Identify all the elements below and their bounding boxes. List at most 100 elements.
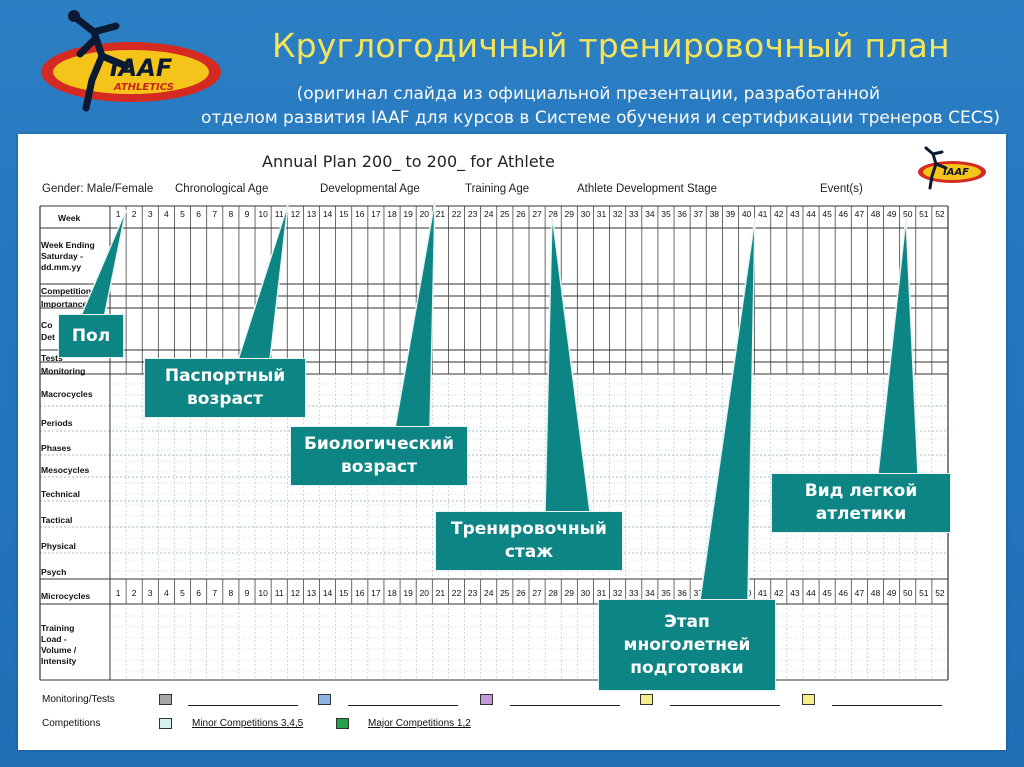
week-number: 17 <box>371 209 381 219</box>
microcycle-number: 31 <box>597 588 607 598</box>
row-label-psych: Psych <box>41 567 67 577</box>
meta-gender: Gender: Male/Female <box>42 183 154 195</box>
week-number: 13 <box>307 209 317 219</box>
row-label-tactical: Tactical <box>41 515 73 525</box>
microcycle-number: 11 <box>275 588 284 598</box>
legend-line <box>188 705 298 706</box>
meta-chrono-age: Chronological Age <box>175 183 269 195</box>
slide-title: Круглогодичный тренировочный план <box>272 26 950 65</box>
svg-text:IAAF: IAAF <box>943 167 969 178</box>
week-number: 49 <box>887 209 897 219</box>
microcycle-number: 20 <box>420 588 430 598</box>
legend-swatch-grey <box>159 694 172 705</box>
week-number: 2 <box>132 209 137 219</box>
week-number: 8 <box>228 209 233 219</box>
week-number: 43 <box>790 209 800 219</box>
row-label-week: Week <box>58 213 81 223</box>
meta-stage: Athlete Development Stage <box>577 183 718 195</box>
logo-text-main: IAAF <box>110 54 173 82</box>
week-number: 47 <box>855 209 865 219</box>
microcycle-number: 49 <box>887 588 897 598</box>
legend-line <box>348 705 458 706</box>
week-number: 35 <box>661 209 671 219</box>
microcycle-number: 50 <box>903 588 913 598</box>
microcycle-number: 32 <box>613 588 623 598</box>
microcycle-number: 1 <box>116 588 121 598</box>
week-number: 21 <box>436 209 446 219</box>
week-number: 30 <box>581 209 591 219</box>
week-number: 1 <box>116 209 121 219</box>
row-label-phases: Phases <box>41 443 72 453</box>
microcycle-number: 33 <box>629 588 639 598</box>
row-label-comp-b: Det <box>41 332 55 342</box>
week-number: 31 <box>597 209 607 219</box>
meta-dev-age: Developmental Age <box>320 183 420 195</box>
callout-stage: Этап многолетней подготовки <box>598 599 776 691</box>
legend-swatch-blue <box>318 694 331 705</box>
week-number: 52 <box>935 209 945 219</box>
iaaf-logo-small: IAAF <box>918 146 986 190</box>
microcycle-number: 48 <box>871 588 881 598</box>
microcycle-number: 10 <box>258 588 268 598</box>
microcycle-number: 6 <box>196 588 201 598</box>
slide-subtitle: (оригинал слайда из официальной презента… <box>150 82 1000 130</box>
microcycle-number: 13 <box>307 588 317 598</box>
week-number: 12 <box>291 209 301 219</box>
row-label-technical: Technical <box>41 489 81 499</box>
row-label-microcycles: Microcycles <box>41 591 91 601</box>
week-number: 41 <box>758 209 768 219</box>
row-label-training-load: Training Load - Volume / Intensity <box>41 623 77 666</box>
microcycle-number: 24 <box>484 588 494 598</box>
week-number: 9 <box>245 209 250 219</box>
week-number: 20 <box>420 209 430 219</box>
microcycle-number: 4 <box>164 588 169 598</box>
legend-swatch-yellow-2 <box>802 694 815 705</box>
week-number: 11 <box>275 209 284 219</box>
subtitle-line-2: отделом развития IAAF для курсов в Систе… <box>201 108 1000 128</box>
week-number: 7 <box>212 209 217 219</box>
pointer-stage <box>699 217 756 601</box>
callout-training-age: Тренировочный стаж <box>435 511 623 571</box>
callout-gender: Пол <box>58 314 124 358</box>
week-number: 15 <box>339 209 349 219</box>
week-number: 51 <box>919 209 929 219</box>
week-number: 48 <box>871 209 881 219</box>
meta-training-age: Training Age <box>465 183 530 195</box>
microcycle-number: 35 <box>661 588 671 598</box>
week-number: 29 <box>565 209 575 219</box>
microcycle-number: 34 <box>645 588 655 598</box>
callout-chrono-age: Паспортный возраст <box>144 358 306 418</box>
microcycle-number: 45 <box>822 588 832 598</box>
row-label-periods: Periods <box>41 418 73 428</box>
document-heading: Annual Plan 200_ to 200_ for Athlete <box>262 152 555 171</box>
week-number: 33 <box>629 209 639 219</box>
week-number: 14 <box>323 209 333 219</box>
pointer-dev-age <box>394 199 436 429</box>
row-label-tests: Tests <box>41 353 63 363</box>
week-number: 37 <box>693 209 703 219</box>
week-number: 39 <box>726 209 736 219</box>
microcycle-number: 52 <box>935 588 945 598</box>
week-number: 45 <box>822 209 832 219</box>
row-label-week-ending: Week Ending Saturday - dd.mm.yy <box>41 240 95 272</box>
legend-line <box>670 705 780 706</box>
week-number: 18 <box>387 209 397 219</box>
pointer-chrono-age <box>236 203 289 361</box>
microcycle-number: 27 <box>532 588 542 598</box>
microcycle-number: 22 <box>452 588 462 598</box>
week-number: 22 <box>452 209 462 219</box>
legend-swatch-minor <box>159 718 172 729</box>
week-number: 10 <box>258 209 268 219</box>
logo-text-sub: ATHLETICS <box>113 82 174 93</box>
microcycle-number: 8 <box>228 588 233 598</box>
microcycle-number: 3 <box>148 588 153 598</box>
callout-event: Вид легкой атлетики <box>771 473 951 533</box>
pointer-event <box>877 217 919 475</box>
microcycle-number: 16 <box>355 588 365 598</box>
week-number: 16 <box>355 209 365 219</box>
microcycle-number: 30 <box>581 588 591 598</box>
row-label-monitoring: Monitoring <box>41 366 86 376</box>
week-number: 38 <box>710 209 720 219</box>
microcycle-number: 25 <box>500 588 510 598</box>
microcycle-number: 42 <box>774 588 784 598</box>
